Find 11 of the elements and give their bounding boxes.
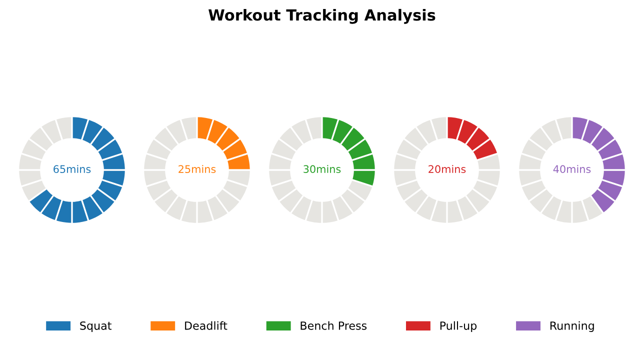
text: 30mins <box>304 164 341 174</box>
legend-label: Pull-up <box>440 321 477 332</box>
legend-label: Deadlift <box>185 321 228 330</box>
text: 25mins <box>178 164 216 174</box>
legend-label: Bench Press <box>300 321 367 330</box>
chart-title: Workout Tracking Analysis <box>208 8 436 24</box>
text: 65mins <box>54 164 91 174</box>
text: 40mins <box>553 164 591 174</box>
legend-label: Squat <box>80 321 112 332</box>
text: 20mins <box>428 164 466 174</box>
legend-label: Running <box>550 321 594 332</box>
